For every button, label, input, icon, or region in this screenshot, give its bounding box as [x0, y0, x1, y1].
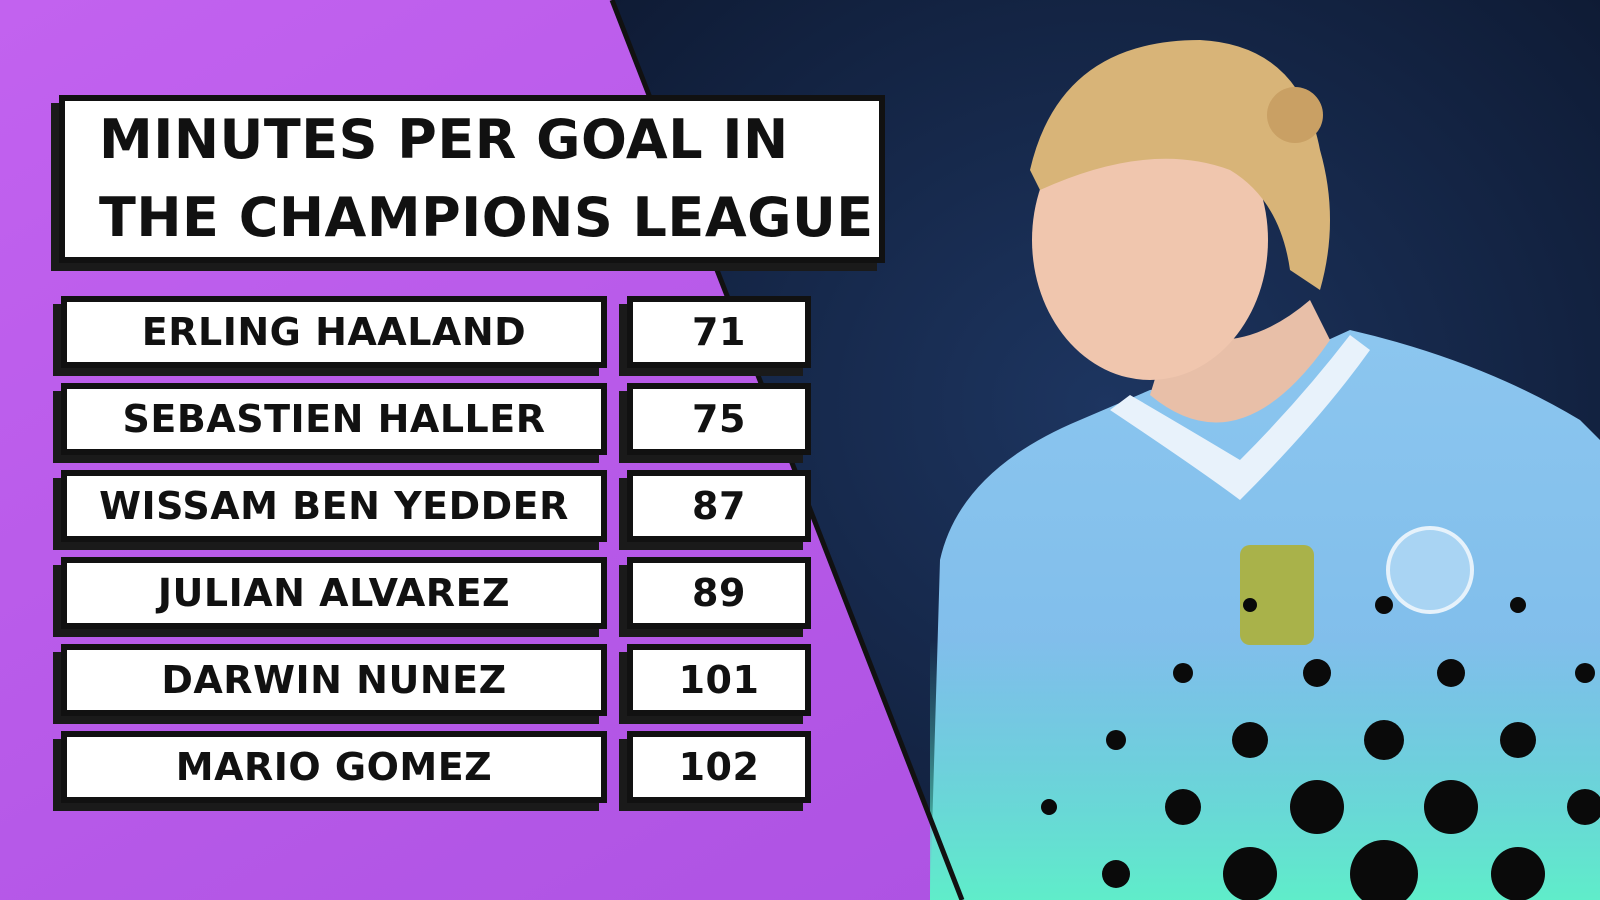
title-box: MINUTES PER GOAL IN THE CHAMPIONS LEAGUE: [59, 95, 885, 263]
player-name: DARWIN NUNEZ: [61, 644, 607, 716]
minutes-per-goal: 89: [627, 557, 811, 629]
player-name: MARIO GOMEZ: [61, 731, 607, 803]
minutes-per-goal: 75: [627, 383, 811, 455]
minutes-per-goal: 87: [627, 470, 811, 542]
crest: [1386, 526, 1474, 614]
badge: [1240, 545, 1314, 645]
hair: [1030, 40, 1330, 290]
title-line: THE CHAMPIONS LEAGUE: [99, 186, 874, 249]
title-line: MINUTES PER GOAL IN: [99, 108, 789, 171]
player-name: SEBASTIEN HALLER: [61, 383, 607, 455]
minutes-per-goal: 71: [627, 296, 811, 368]
collar: [1110, 335, 1370, 500]
dots: [1041, 596, 1600, 900]
player-name: WISSAM BEN YEDDER: [61, 470, 607, 542]
neck: [1150, 300, 1330, 423]
hair-bun: [1267, 87, 1323, 143]
minutes-per-goal: 102: [627, 731, 811, 803]
title: MINUTES PER GOAL IN THE CHAMPIONS LEAGUE: [99, 101, 874, 257]
player-name: ERLING HAALAND: [61, 296, 607, 368]
minutes-per-goal: 101: [627, 644, 811, 716]
player-name: JULIAN ALVAREZ: [61, 557, 607, 629]
